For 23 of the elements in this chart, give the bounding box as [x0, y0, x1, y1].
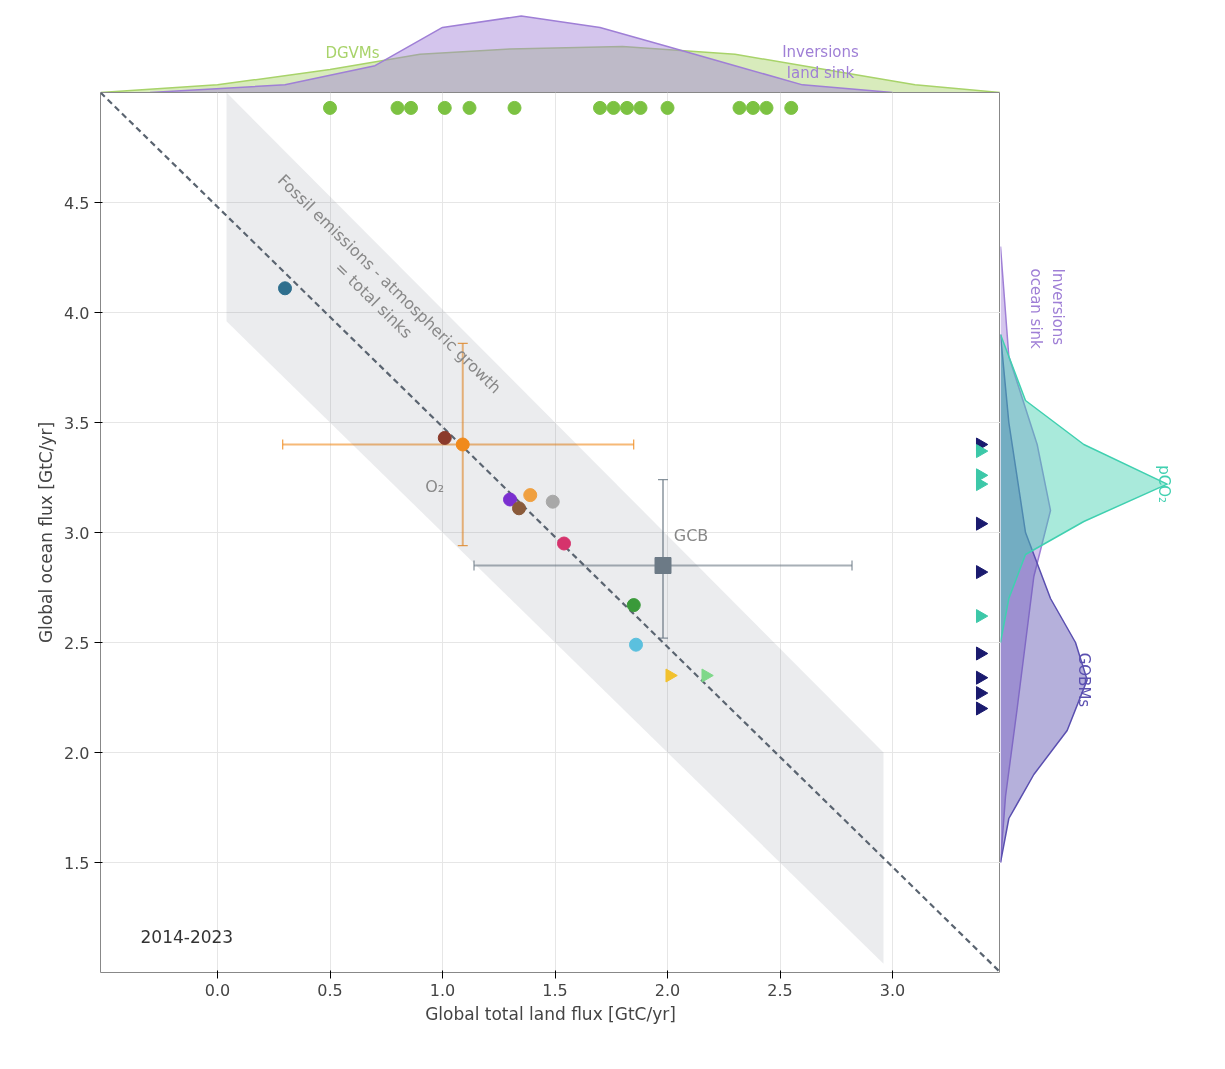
annotation: 2014-2023 — [140, 926, 234, 947]
series-label: pCO₂ — [1155, 465, 1174, 504]
x-axis-title: Global total land flux [GtC/yr] — [425, 1003, 676, 1024]
x-tick-label: 3.0 — [879, 980, 906, 1000]
y-tick-label: 4.0 — [64, 303, 90, 323]
y-tick-label: 2.0 — [64, 743, 90, 763]
x-tick-label: 1.5 — [542, 980, 568, 1000]
y-tick-label: 1.5 — [64, 853, 90, 873]
series-label: DGVMs — [325, 43, 380, 62]
annotation: GCB — [673, 526, 709, 545]
y-tick-label: 4.5 — [64, 193, 90, 213]
x-tick-label: 1.0 — [429, 980, 456, 1000]
y-tick-label: 3.0 — [64, 523, 90, 543]
y-axis-title: Global ocean flux [GtC/yr] — [36, 421, 57, 644]
series-label: GOBMs — [1075, 652, 1094, 708]
text: Inversions ocean sink — [1026, 268, 1067, 350]
y-tick-label: 3.5 — [64, 413, 90, 433]
y-tick-label: 2.5 — [64, 633, 90, 653]
x-tick-label: 0.5 — [317, 980, 343, 1000]
x-tick-label: 0.0 — [204, 980, 231, 1000]
x-tick-label: 2.5 — [767, 980, 793, 1000]
x-tick-label: 2.0 — [654, 980, 681, 1000]
annotation: O₂ — [425, 477, 445, 496]
